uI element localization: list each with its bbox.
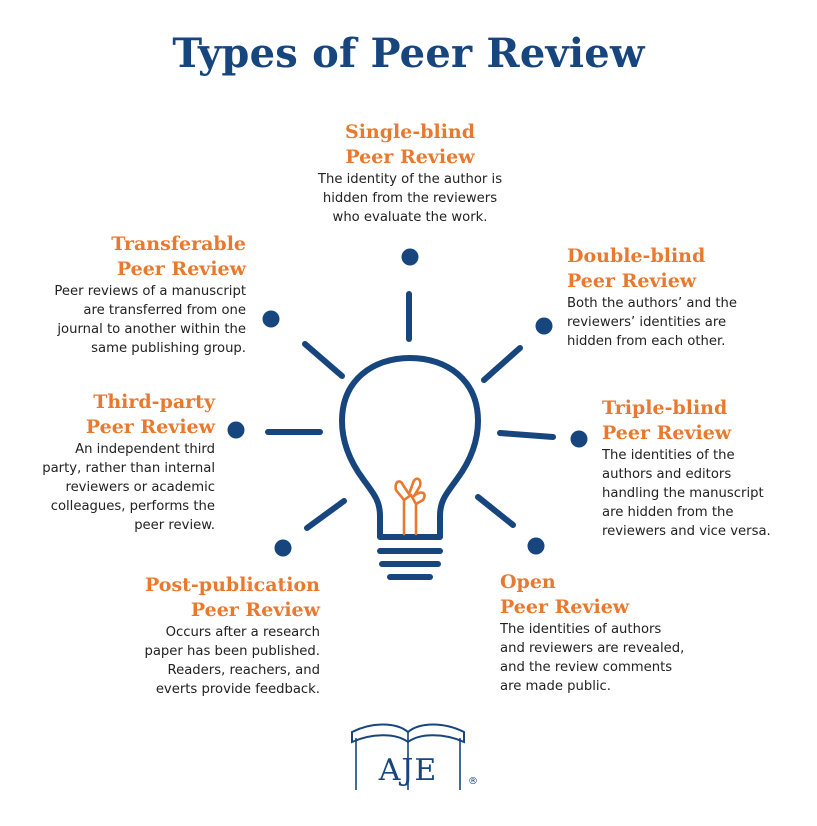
third-party-line-4: colleagues, performs the (50, 499, 215, 514)
page-title: Types of Peer Review (172, 30, 645, 77)
double-blind-line-1: Both the authors’ and the (567, 296, 738, 311)
type-transferable: Transferable Peer Review Peer reviews of… (20, 232, 246, 358)
type-open: Open Peer Review The identities of autho… (500, 570, 730, 696)
type-triple-blind: Triple-blind Peer Review The identities … (602, 396, 812, 541)
type-double-blind: Double-blind Peer Review Both the author… (567, 244, 797, 351)
triple-blind-line-2: authors and editors (602, 467, 732, 482)
single-blind-line-3: who evaluate the work. (332, 210, 488, 225)
dot-transferable (262, 310, 280, 328)
triple-blind-line-4: are hidden from the (602, 505, 734, 520)
post-publication-line-3: Readers, reachers, and (167, 663, 320, 678)
type-third-party: Third-party Peer Review An independent t… (14, 390, 215, 535)
single-blind-heading-1: Single-blind (344, 121, 476, 143)
dot-post-publication (274, 539, 292, 557)
dot-open (527, 537, 545, 555)
transferable-heading-2: Peer Review (116, 258, 246, 280)
open-line-4: are made public. (500, 679, 611, 694)
transferable-line-3: journal to another within the (57, 322, 246, 337)
open-heading-1: Open (500, 571, 556, 593)
open-line-2: and reviewers are revealed, (500, 641, 685, 656)
third-party-line-1: An independent third (75, 442, 215, 457)
registered-mark: ® (468, 776, 478, 787)
ray-right (497, 430, 556, 440)
transferable-line-2: are transferred from one (83, 303, 246, 318)
filament-icon (394, 477, 426, 536)
third-party-heading-1: Third-party (93, 391, 215, 413)
post-publication-heading-2: Peer Review (190, 599, 320, 621)
triple-blind-line-1: The identities of the (602, 448, 735, 463)
bulb-outline (339, 355, 481, 540)
double-blind-heading-2: Peer Review (567, 270, 697, 292)
type-post-publication: Post-publication Peer Review Occurs afte… (90, 573, 320, 699)
triple-blind-line-3: handling the manuscript (602, 486, 764, 501)
dot-double-blind (535, 317, 553, 335)
single-blind-line-2: hidden from the reviewers (322, 191, 498, 206)
transferable-heading-1: Transferable (111, 233, 246, 255)
post-publication-line-1: Occurs after a research (165, 625, 320, 640)
third-party-line-2: party, rather than internal (42, 461, 215, 476)
logo-text: AJE (378, 753, 438, 788)
type-single-blind: Single-blind Peer Review The identity of… (290, 120, 530, 227)
third-party-heading-2: Peer Review (85, 416, 215, 438)
aje-logo: AJE ® (351, 723, 478, 790)
third-party-line-3: reviewers or academic (65, 480, 215, 495)
triple-blind-heading-1: Triple-blind (602, 397, 728, 419)
single-blind-line-1: The identity of the author is (317, 172, 503, 187)
triple-blind-heading-2: Peer Review (602, 422, 732, 444)
ray-upper-right (481, 345, 523, 383)
single-blind-heading-2: Peer Review (345, 146, 475, 168)
ray-lower-right (475, 494, 516, 528)
dot-single-blind (401, 248, 419, 266)
third-party-line-5: peer review. (134, 518, 215, 533)
dot-triple-blind (570, 430, 588, 448)
double-blind-line-3: hidden from each other. (567, 334, 726, 349)
triple-blind-line-5: reviewers and vice versa. (602, 524, 771, 539)
transferable-line-1: Peer reviews of a manuscript (54, 284, 246, 299)
ray-upper-left (302, 341, 345, 379)
ray-lower-left (304, 498, 347, 531)
open-line-3: and the review comments (500, 660, 673, 675)
post-publication-line-2: paper has been published. (144, 644, 320, 659)
open-line-1: The identities of authors (500, 622, 662, 637)
double-blind-heading-1: Double-blind (567, 245, 706, 267)
dot-third-party (227, 421, 245, 439)
open-book-icon (351, 723, 465, 744)
transferable-line-4: same publishing group. (91, 341, 246, 356)
open-heading-2: Peer Review (500, 596, 630, 618)
post-publication-line-4: everts provide feedback. (155, 682, 320, 697)
double-blind-line-2: reviewers’ identities are (567, 315, 727, 330)
post-publication-heading-1: Post-publication (145, 574, 320, 596)
